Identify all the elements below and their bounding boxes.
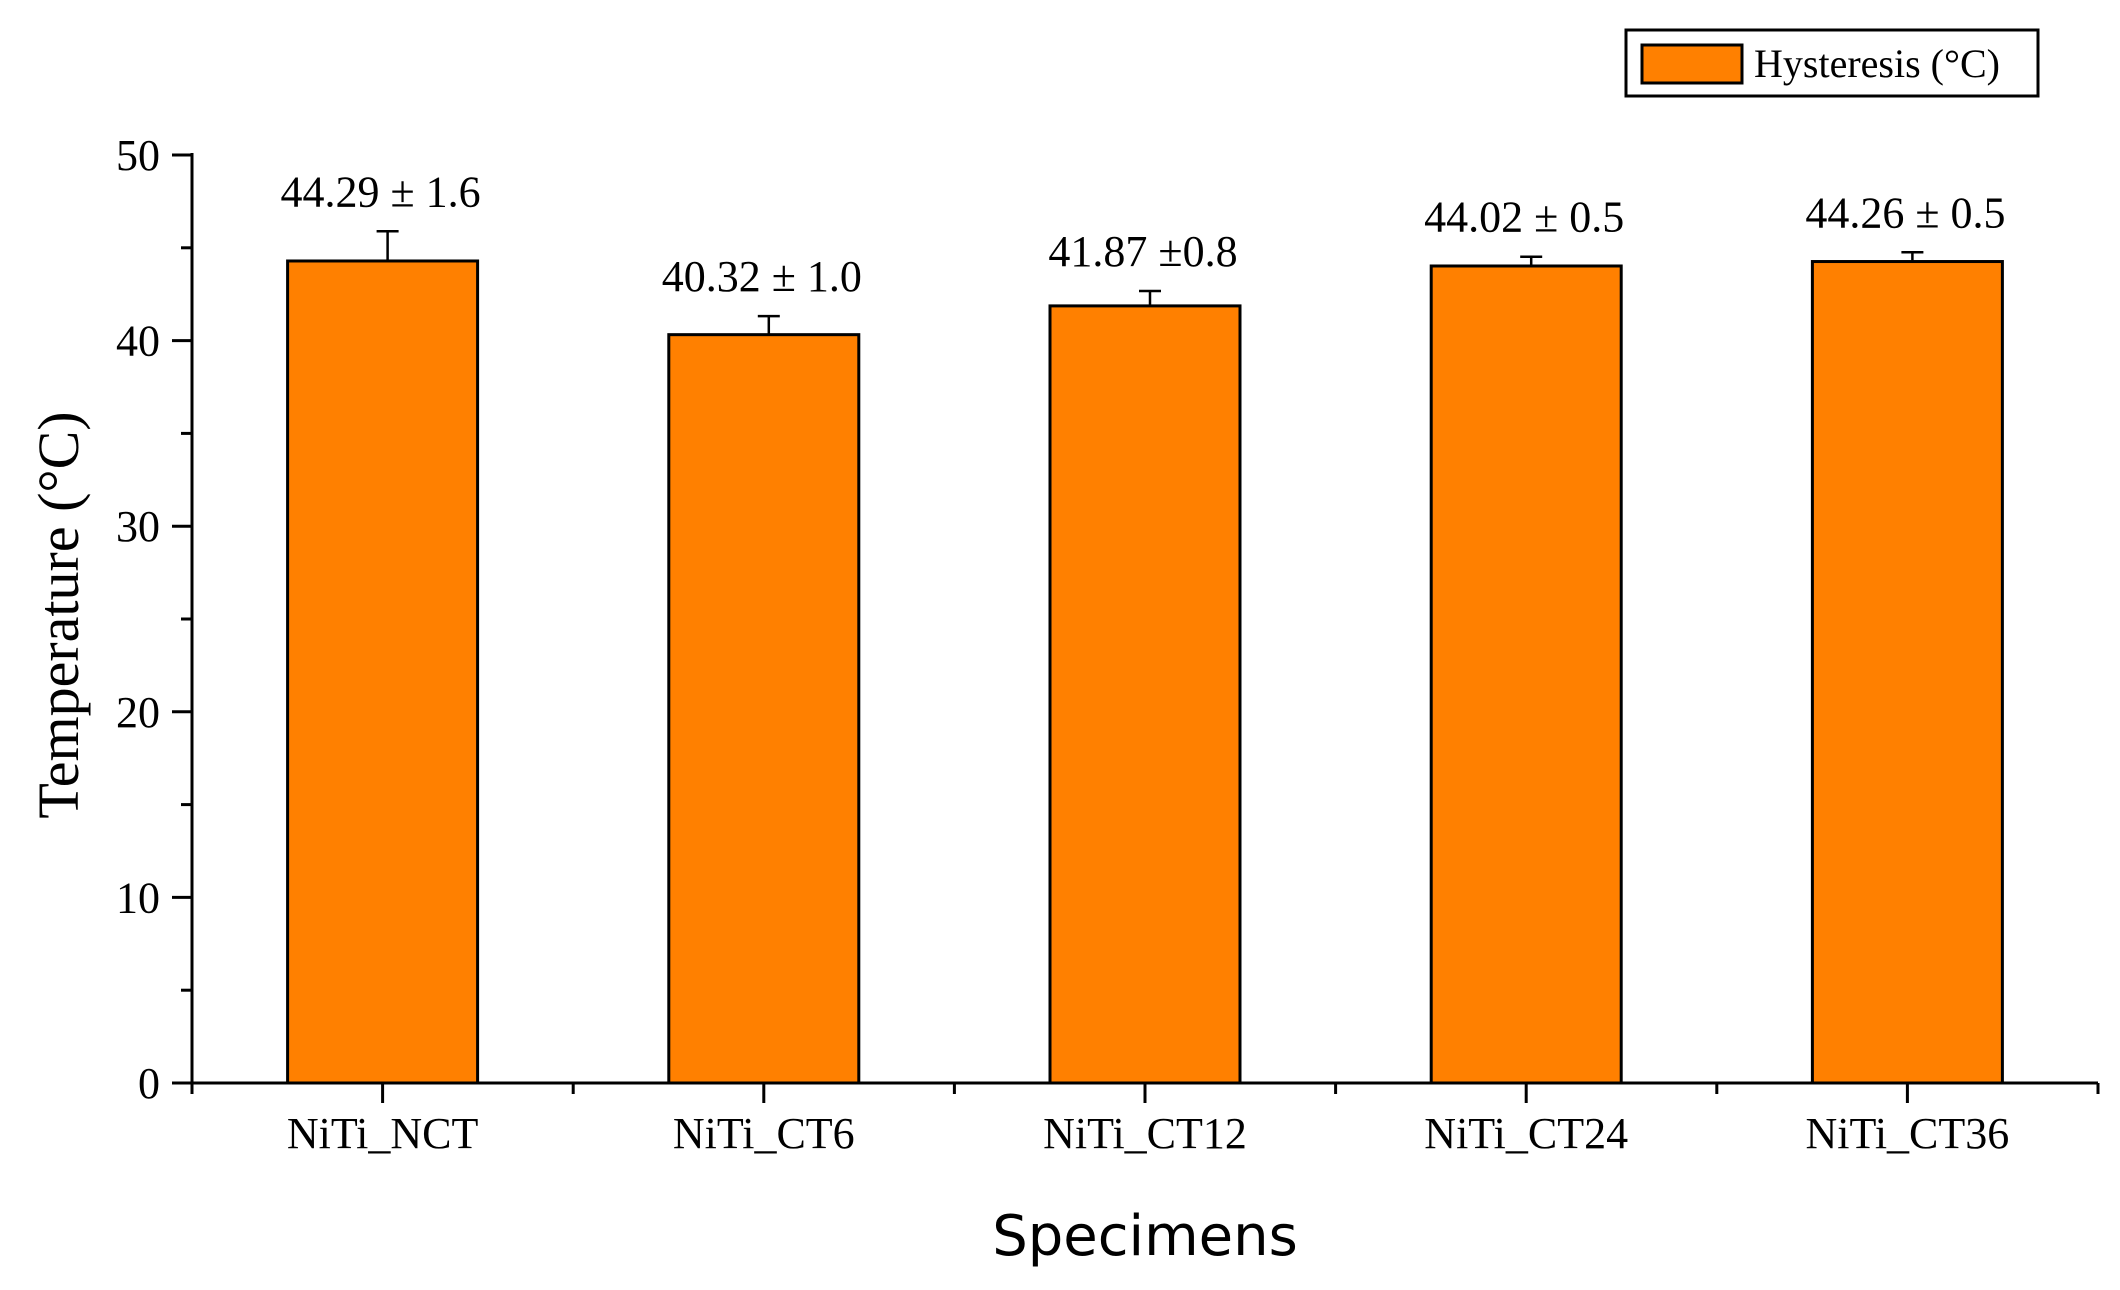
data-label: 41.87 ±0.8 xyxy=(1048,227,1237,276)
data-label: 44.02 ± 0.5 xyxy=(1424,193,1624,242)
bar xyxy=(1048,304,1242,1085)
y-tick-label: 50 xyxy=(116,131,160,180)
legend-swatch xyxy=(1640,43,1744,85)
legend-label: Hysteresis (°C) xyxy=(1754,41,2000,86)
bar xyxy=(667,333,861,1085)
data-labels: 44.29 ± 1.6 40.32 ± 1.0 41.87 ±0.8 44.02 ± … xyxy=(281,167,2006,301)
x-tick-label: NiTi_CT24 xyxy=(1424,1109,1628,1158)
bar xyxy=(1810,260,2004,1085)
data-label: 40.32 ± 1.0 xyxy=(662,252,862,301)
y-axis-title: Temperature (°C) xyxy=(26,411,91,818)
x-tick-label: NiTi_NCT xyxy=(287,1109,479,1158)
y-tick-label: 40 xyxy=(116,317,160,366)
data-label: 44.26 ± 0.5 xyxy=(1805,188,2005,237)
x-tick-label: NiTi_CT36 xyxy=(1806,1109,2010,1158)
x-axis: NiTi_NCT NiTi_CT6 NiTi_CT12 NiTi_CT24 NiTi_C… xyxy=(190,1081,2100,1158)
bar xyxy=(286,259,480,1085)
y-tick-label: 10 xyxy=(116,873,160,922)
y-axis: 0 10 20 30 40 50 xyxy=(116,131,194,1108)
y-tick-label: 30 xyxy=(116,502,160,551)
y-tick-label: 0 xyxy=(138,1059,160,1108)
bars xyxy=(286,259,2004,1085)
x-tick-label: NiTi_CT12 xyxy=(1043,1109,1247,1158)
legend: Hysteresis (°C) xyxy=(1624,28,2040,98)
y-tick-label: 20 xyxy=(116,688,160,737)
data-label: 44.29 ± 1.6 xyxy=(281,167,481,216)
x-tick-label: NiTi_CT6 xyxy=(673,1109,855,1158)
x-axis-title: Specimens xyxy=(992,1204,1298,1269)
error-bars xyxy=(376,230,1924,335)
bar xyxy=(1429,264,1623,1085)
